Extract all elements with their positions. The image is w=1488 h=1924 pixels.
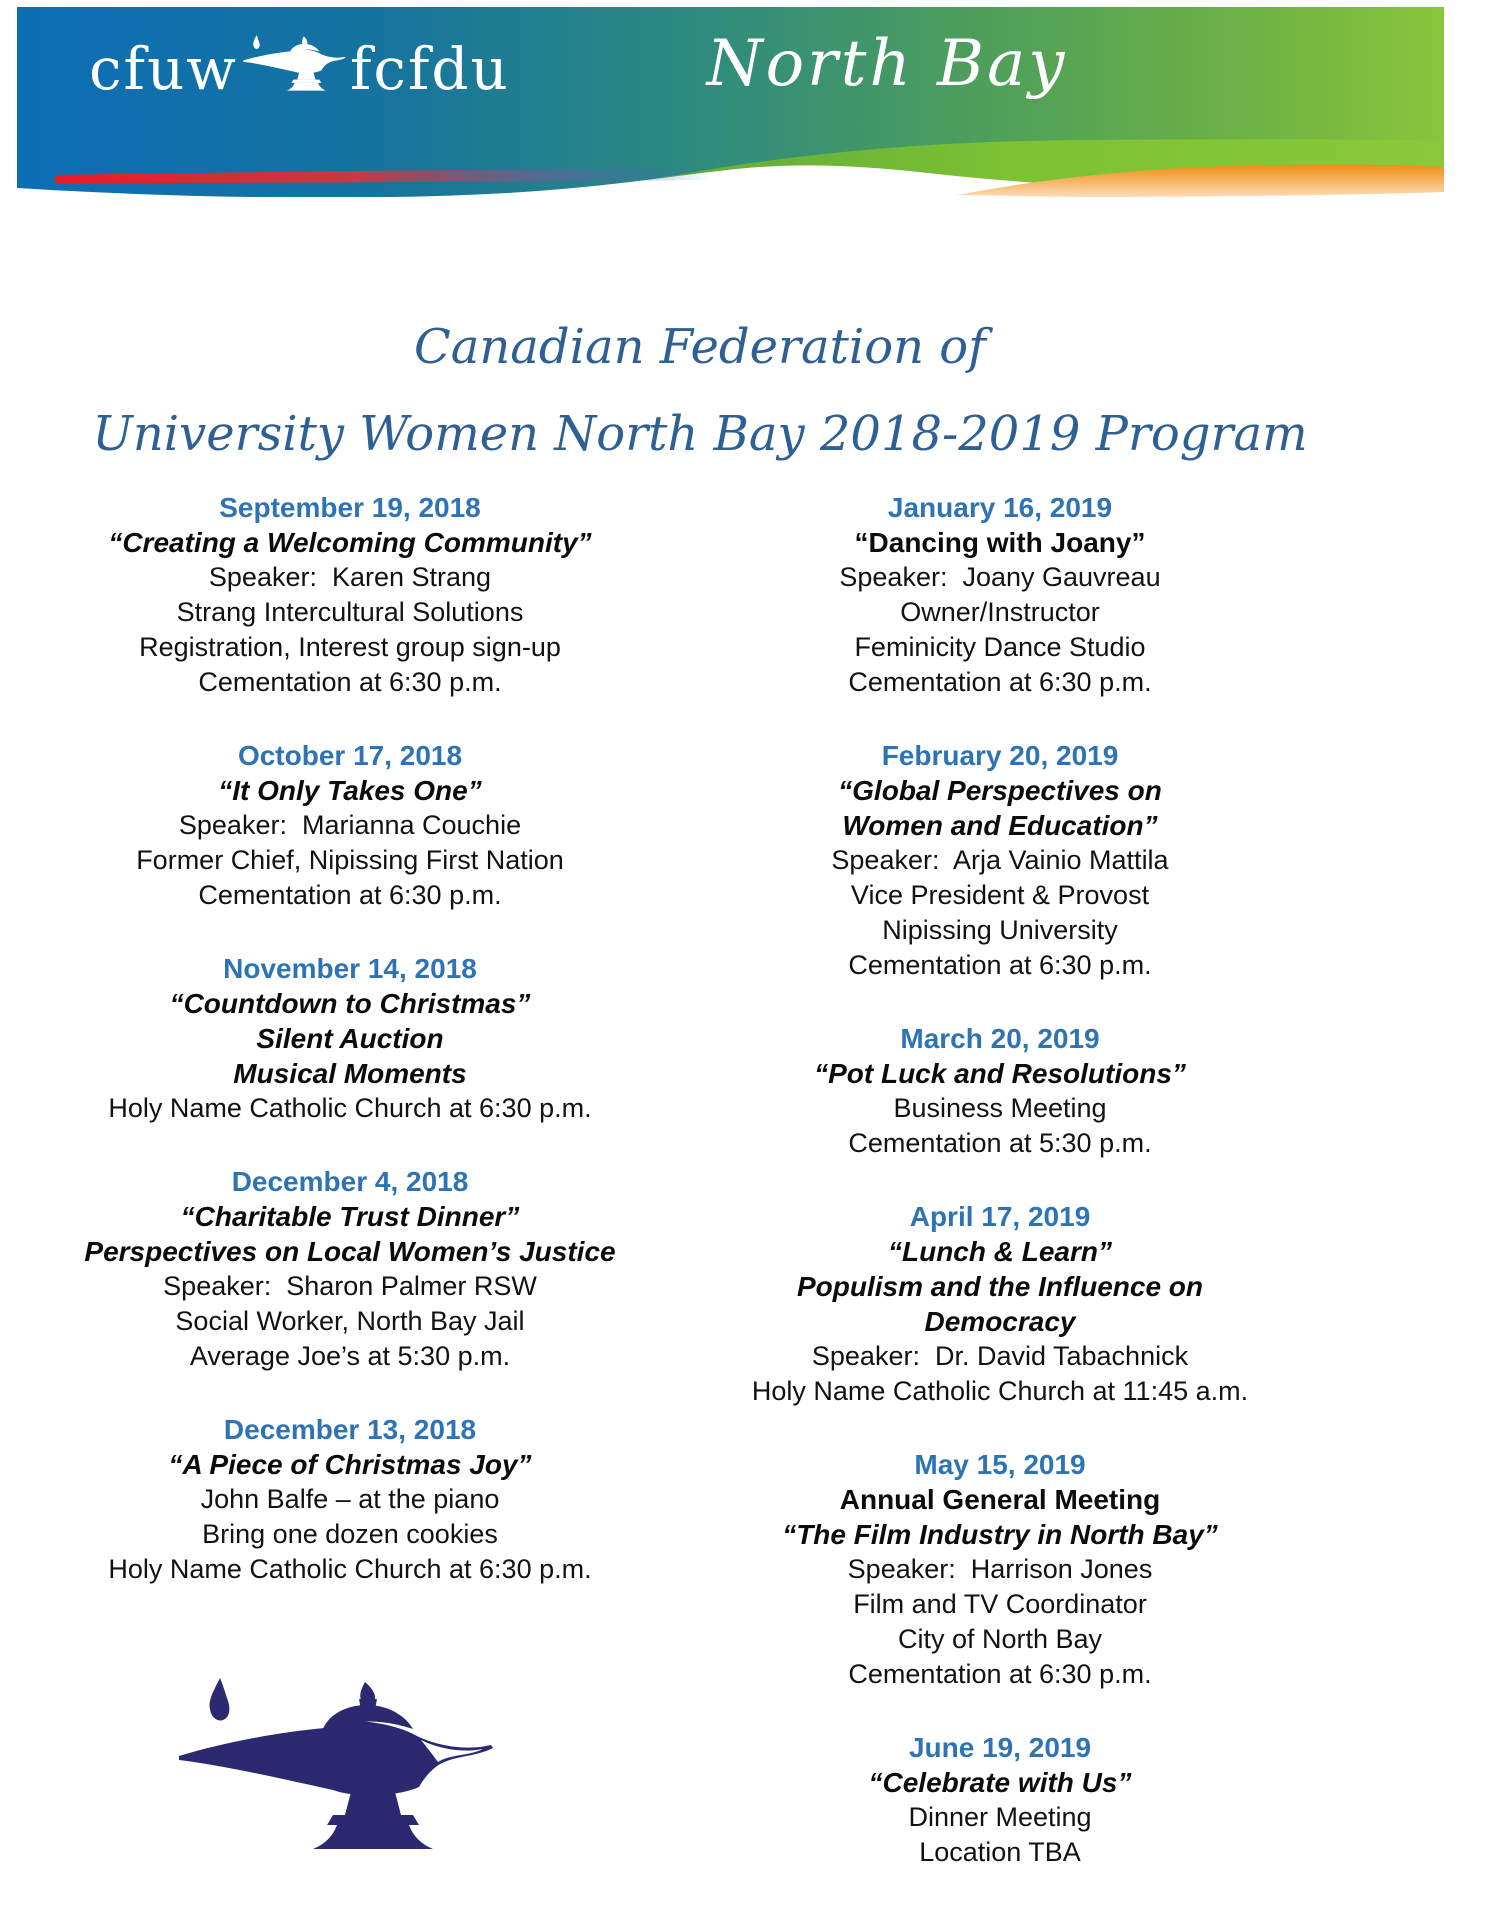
club-region-name: North Bay	[706, 27, 1068, 101]
event-line: “Celebrate with Us”	[868, 1767, 1132, 1798]
event-line: Annual General Meeting	[839, 1484, 1161, 1515]
event-line: Speaker: Arja Vainio Mattila	[831, 845, 1169, 875]
event-line: “Lunch & Learn”	[887, 1236, 1112, 1267]
event-line: Silent Auction	[256, 1023, 444, 1054]
event-line: “A Piece of Christmas Joy”	[168, 1449, 532, 1480]
event-section: June 19, 2019 “Celebrate with Us” Dinner M…	[730, 1730, 1270, 1870]
event-line: “Countdown to Christmas”	[169, 988, 531, 1019]
event-line: Women and Education”	[842, 810, 1158, 841]
event-line: Registration, Interest group sign-up	[139, 632, 561, 662]
event-line: “Charitable Trust Dinner”	[180, 1201, 520, 1232]
org-acronym-cfuw: cfuw	[89, 35, 238, 103]
event-line: Average Joe’s at 5:30 p.m.	[189, 1341, 511, 1371]
event-date: February 20, 2019	[881, 740, 1119, 771]
event-line: Holy Name Catholic Church at 6:30 p.m.	[108, 1554, 592, 1584]
org-acronyms: cfuw fcfdu	[89, 33, 510, 105]
event-line: Cementation at 5:30 p.m.	[848, 1128, 1152, 1158]
event-line: “Creating a Welcoming Community”	[108, 527, 592, 558]
org-acronym-fcfdu: fcfdu	[349, 35, 510, 103]
event-section: December 4, 2018 “Charitable Trust Dinner…	[80, 1164, 620, 1374]
event-line: Social Worker, North Bay Jail	[175, 1306, 525, 1336]
event-line: Perspectives on Local Women’s Justice	[84, 1236, 616, 1267]
event-date: December 4, 2018	[231, 1166, 469, 1197]
event-line: Populism and the Influence on Democracy	[796, 1271, 1211, 1337]
event-section: November 14, 2018 “Countdown to Christmas…	[80, 951, 620, 1126]
event-line: Vice President & Provost	[850, 880, 1150, 910]
event-section: April 17, 2019 “Lunch & Learn” Populism an…	[730, 1199, 1270, 1409]
event-date: April 17, 2019	[909, 1201, 1091, 1232]
event-line: Holy Name Catholic Church at 11:45 a.m.	[751, 1376, 1249, 1406]
event-line: Nipissing University	[882, 915, 1118, 945]
document-title-line1: Canadian Federation of	[414, 319, 986, 376]
program-column-left: September 19, 2018 “Creating a Welcoming …	[80, 490, 620, 1587]
event-line: Speaker: Sharon Palmer RSW	[163, 1271, 537, 1301]
event-date: November 14, 2018	[223, 953, 477, 984]
event-line: Speaker: Dr. David Tabachnick	[811, 1341, 1189, 1371]
event-line: City of North Bay	[897, 1624, 1103, 1654]
event-line: Cementation at 6:30 p.m.	[198, 667, 502, 697]
event-line: Business Meeting	[893, 1093, 1107, 1123]
genie-lamp-logo	[179, 1678, 493, 1849]
event-line: Speaker: Harrison Jones	[847, 1554, 1153, 1584]
event-line: Former Chief, Nipissing First Nation	[136, 845, 564, 875]
event-date: March 20, 2019	[900, 1023, 1100, 1054]
event-line: Owner/Instructor	[900, 597, 1100, 627]
event-section: September 19, 2018 “Creating a Welcoming …	[80, 490, 620, 700]
event-line: John Balfe – at the piano	[200, 1484, 500, 1514]
banner-wave-decoration	[17, 139, 1444, 197]
event-date: January 16, 2019	[887, 492, 1113, 523]
event-line: Cementation at 6:30 p.m.	[848, 1659, 1152, 1689]
event-line: Speaker: Karen Strang	[208, 562, 492, 592]
event-section: March 20, 2019 “Pot Luck and Resolutions”…	[730, 1021, 1270, 1161]
genie-lamp-icon	[243, 35, 346, 91]
event-section: January 16, 2019 “Dancing with Joany” Spea…	[730, 490, 1270, 700]
event-section: February 20, 2019 “Global Perspectives on…	[730, 738, 1270, 983]
event-line: Cementation at 6:30 p.m.	[198, 880, 502, 910]
event-line: Bring one dozen cookies	[202, 1519, 498, 1549]
event-line: “Global Perspectives on	[838, 775, 1162, 806]
event-line: Film and TV Coordinator	[853, 1589, 1147, 1619]
event-section: December 13, 2018 “A Piece of Christmas J…	[80, 1412, 620, 1587]
event-line: “The Film Industry in North Bay”	[782, 1519, 1218, 1550]
header-banner: cfuw fcfdu North Bay	[17, 7, 1444, 197]
program-column-right: January 16, 2019 “Dancing with Joany” Spea…	[730, 490, 1270, 1870]
event-line: Speaker: Marianna Couchie	[178, 810, 522, 840]
event-section: May 15, 2019 Annual General Meeting “The F…	[730, 1447, 1270, 1692]
event-line: “It Only Takes One”	[218, 775, 482, 806]
event-line: Cementation at 6:30 p.m.	[848, 667, 1152, 697]
event-date: December 13, 2018	[223, 1414, 477, 1445]
document-title-line2: University Women North Bay 2018-2019 Pro…	[92, 406, 1308, 463]
event-line: Location TBA	[919, 1837, 1081, 1867]
event-date: October 17, 2018	[237, 740, 463, 771]
event-line: “Pot Luck and Resolutions”	[814, 1058, 1186, 1089]
event-line: Musical Moments	[233, 1058, 467, 1089]
event-line: Strang Intercultural Solutions	[176, 597, 524, 627]
event-line: Feminicity Dance Studio	[854, 632, 1146, 662]
event-date: May 15, 2019	[914, 1449, 1086, 1480]
event-line: “Dancing with Joany”	[854, 527, 1146, 558]
event-date: June 19, 2019	[908, 1732, 1092, 1763]
document-title: Canadian Federation of University Women …	[0, 304, 1400, 478]
event-line: Cementation at 6:30 p.m.	[848, 950, 1152, 980]
event-date: September 19, 2018	[219, 492, 481, 523]
event-line: Dinner Meeting	[908, 1802, 1092, 1832]
event-section: October 17, 2018 “It Only Takes One” Speak…	[80, 738, 620, 913]
event-line: Speaker: Joany Gauvreau	[839, 562, 1161, 592]
event-line: Holy Name Catholic Church at 6:30 p.m.	[108, 1093, 592, 1123]
